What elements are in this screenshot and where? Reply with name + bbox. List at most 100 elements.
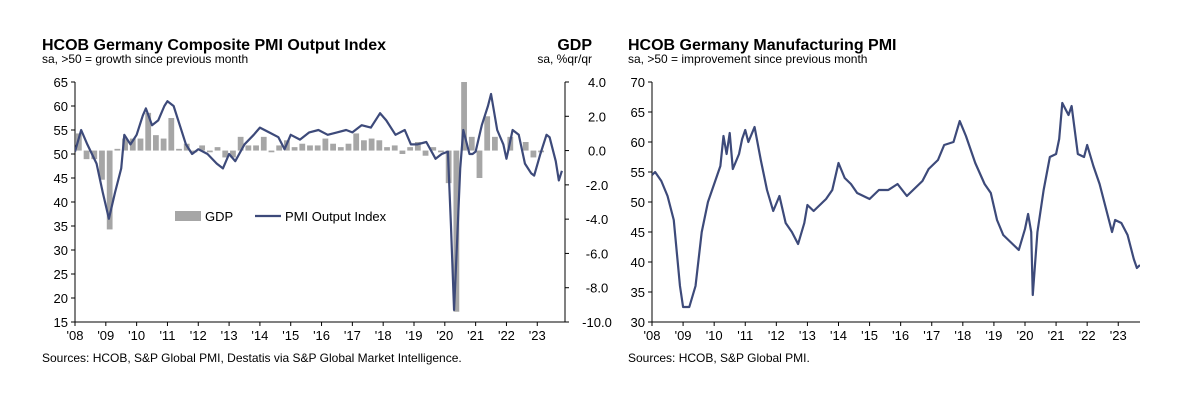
bar [114,148,121,151]
bar [430,147,437,151]
x-tick-label: '14 [251,328,268,343]
y-tick-label: 60 [54,99,68,114]
bar [438,150,444,153]
bar [206,150,213,153]
bar [253,145,259,151]
y-tick-label: 20 [54,291,68,306]
y2-tick-label: -10.0 [582,315,612,330]
y2-tick-label: 2.0 [588,109,606,124]
x-tick-label: '19 [406,328,423,343]
source: Sources: HCOB, S&P Global PMI, Destatis … [42,351,462,365]
bar [237,136,244,151]
y2-tick-label: -6.0 [586,246,608,261]
bar [168,118,175,151]
bar [160,138,167,151]
x-tick-label: '15 [861,328,878,343]
bar [484,116,491,151]
bar [291,147,298,151]
bar [129,138,136,151]
y-tick-label: 25 [54,267,68,282]
y-tick-label: 40 [631,255,645,270]
x-tick-label: '22 [498,328,515,343]
bar [492,136,498,151]
y-tick-label: 30 [54,243,68,258]
y2-title: GDP [557,37,592,54]
x-tick-label: '09 [675,328,692,343]
y-tick-label: 45 [631,225,645,240]
bar [399,150,406,154]
x-tick-label: '11 [159,328,175,343]
bar [384,147,390,151]
bar [322,138,329,151]
y2-tick-label: 4.0 [588,75,606,90]
chart-subtitle: sa, >50 = growth since previous month [42,52,248,66]
bar [299,143,306,151]
chart-title: HCOB Germany Composite PMI Output Index [42,37,386,54]
x-tick-label: '16 [892,328,909,343]
bar [353,133,360,151]
bar [214,147,221,151]
bar [414,142,421,151]
bar [461,82,467,151]
bar [199,145,206,151]
x-tick-label: '09 [97,328,114,343]
y-tick-label: 45 [54,171,68,186]
x-tick-label: '18 [954,328,971,343]
source: Sources: HCOB, S&P Global PMI. [628,351,810,365]
bar [276,145,283,151]
x-tick-label: '21 [1048,328,1065,343]
bar [122,138,128,151]
y-tick-label: 60 [631,135,645,150]
bar [260,136,267,151]
x-tick-label: '14 [830,328,847,343]
y-tick-label: 30 [631,315,645,330]
x-tick-label: '13 [221,328,238,343]
chart-title: HCOB Germany Manufacturing PMI [628,37,896,54]
bar [453,150,460,312]
y-tick-label: 40 [54,195,68,210]
bar [368,138,375,151]
x-tick-label: '19 [985,328,1002,343]
x-tick-label: '10 [706,328,723,343]
bar [137,138,144,151]
y-tick-label: 50 [631,195,645,210]
bar [476,150,483,178]
bar [345,143,352,151]
y2-subtitle: sa, %qr/qr [537,52,592,66]
bar [314,145,321,151]
x-tick-label: '23 [529,328,546,343]
x-tick-label: '17 [344,328,361,343]
bar [391,145,398,151]
y-tick-label: 50 [54,147,68,162]
x-tick-label: '23 [1110,328,1127,343]
x-tick-label: '20 [1017,328,1034,343]
y-tick-label: 35 [54,219,68,234]
bar [361,140,367,151]
y2-tick-label: -8.0 [586,281,608,296]
x-tick-label: '08 [67,328,84,343]
bar [268,150,275,153]
bar [245,145,252,151]
x-tick-label: '12 [768,328,785,343]
x-tick-label: '22 [1079,328,1096,343]
bar [522,142,529,151]
bar [307,145,313,151]
bar [337,147,344,151]
y-tick-label: 65 [631,105,645,120]
bar [145,112,152,151]
x-tick-label: '13 [799,328,816,343]
bar [222,150,229,158]
legend-swatch [175,211,201,221]
bar [422,150,429,156]
y2-tick-label: -4.0 [586,212,608,227]
bar [83,150,90,160]
bar [230,150,236,158]
x-tick-label: '21 [467,328,484,343]
y-tick-label: 35 [631,285,645,300]
x-tick-label: '17 [923,328,940,343]
bar [106,150,113,230]
x-tick-label: '18 [375,328,392,343]
y2-tick-label: -2.0 [586,178,608,193]
bar [330,143,336,151]
